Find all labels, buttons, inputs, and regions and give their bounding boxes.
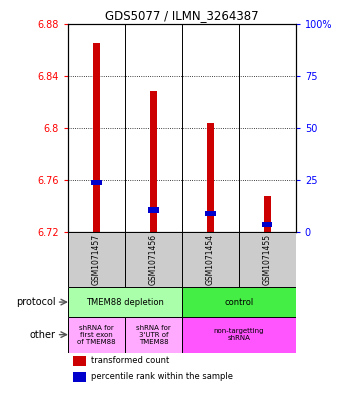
Bar <box>72 356 86 365</box>
Bar <box>205 211 216 217</box>
Text: control: control <box>224 298 254 307</box>
Bar <box>148 207 158 213</box>
Bar <box>262 222 272 227</box>
Text: shRNA for
3'UTR of
TMEM88: shRNA for 3'UTR of TMEM88 <box>136 325 171 345</box>
Bar <box>264 196 271 232</box>
Bar <box>207 123 214 232</box>
Bar <box>91 180 102 185</box>
Text: percentile rank within the sample: percentile rank within the sample <box>91 373 233 382</box>
Text: GSM1071456: GSM1071456 <box>149 234 158 285</box>
Bar <box>182 287 296 317</box>
Bar <box>150 91 157 232</box>
Text: transformed count: transformed count <box>91 356 169 365</box>
Text: other: other <box>30 330 55 340</box>
Text: GSM1071455: GSM1071455 <box>263 234 272 285</box>
Bar <box>182 317 296 353</box>
Bar <box>125 317 182 353</box>
Bar <box>68 287 182 317</box>
Text: GSM1071457: GSM1071457 <box>92 234 101 285</box>
Bar <box>93 43 100 232</box>
Text: protocol: protocol <box>16 297 55 307</box>
Text: shRNA for
first exon
of TMEM88: shRNA for first exon of TMEM88 <box>77 325 116 345</box>
Bar <box>72 372 86 382</box>
Text: GSM1071454: GSM1071454 <box>206 234 215 285</box>
Bar <box>68 317 125 353</box>
Bar <box>182 232 239 287</box>
Bar <box>239 232 296 287</box>
Bar <box>125 232 182 287</box>
Bar <box>68 232 125 287</box>
Text: TMEM88 depletion: TMEM88 depletion <box>86 298 164 307</box>
Title: GDS5077 / ILMN_3264387: GDS5077 / ILMN_3264387 <box>105 9 259 22</box>
Text: non-targetting
shRNA: non-targetting shRNA <box>214 328 264 341</box>
